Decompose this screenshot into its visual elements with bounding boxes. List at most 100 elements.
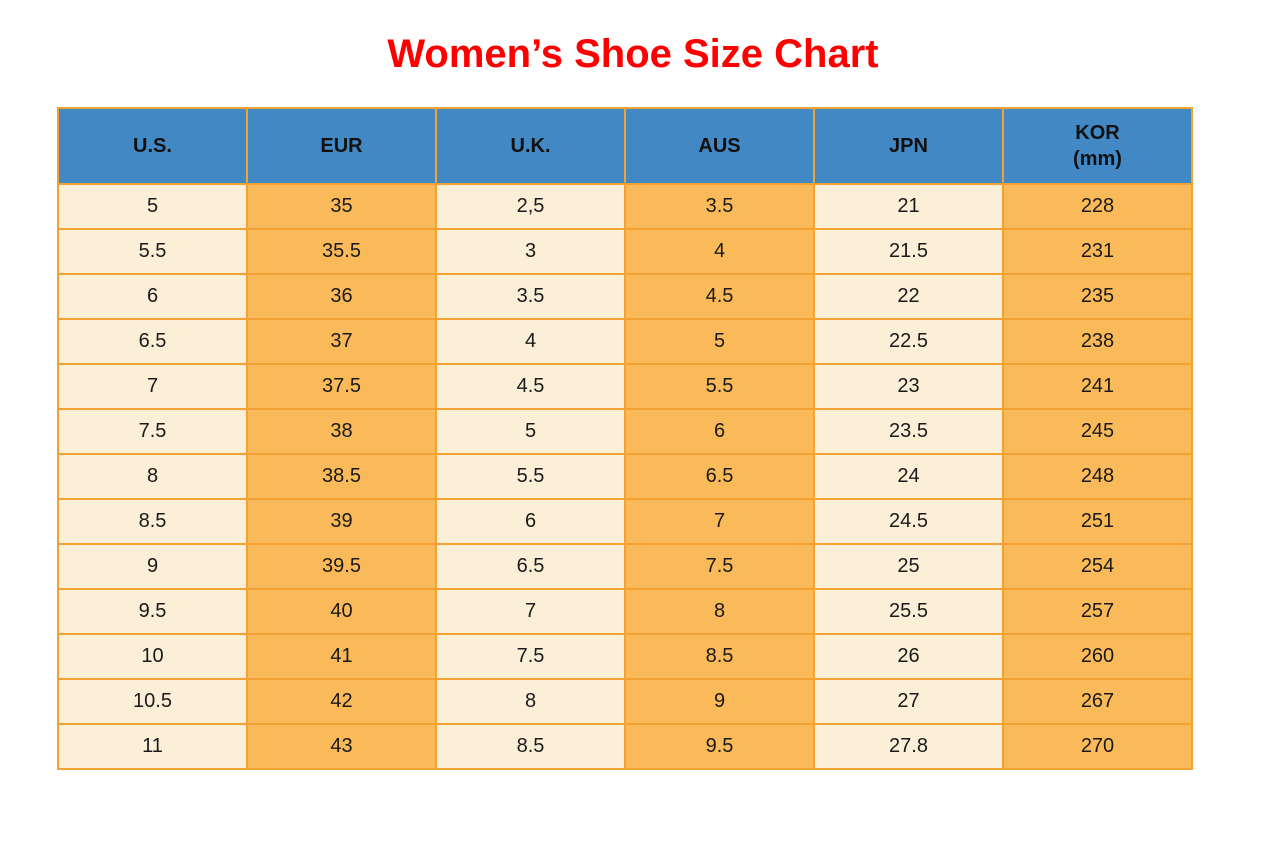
table-cell: 7 (624, 498, 815, 545)
table-cell: 21 (813, 183, 1004, 230)
table-cell: 7.5 (57, 408, 248, 455)
table-cell: 235 (1002, 273, 1193, 320)
table-cell: 37 (246, 318, 437, 365)
table-row: 6 36 3.5 4.5 22 235 (57, 273, 1193, 320)
table-cell: 7.5 (435, 633, 626, 680)
table-header-row: U.S. EUR U.K. AUS JPN KOR (mm) (57, 107, 1193, 185)
table-row: 7.5 38 5 6 23.5 245 (57, 408, 1193, 455)
table-cell: 6.5 (624, 453, 815, 500)
column-header-aus: AUS (624, 107, 815, 185)
table-cell: 3 (435, 228, 626, 275)
table-cell: 37.5 (246, 363, 437, 410)
table-cell: 26 (813, 633, 1004, 680)
table-cell: 11 (57, 723, 248, 770)
table-cell: 4.5 (435, 363, 626, 410)
table-cell: 8 (624, 588, 815, 635)
table-cell: 5.5 (57, 228, 248, 275)
table-cell: 7 (57, 363, 248, 410)
table-cell: 8 (57, 453, 248, 500)
table-cell: 5.5 (624, 363, 815, 410)
table-cell: 245 (1002, 408, 1193, 455)
page-title: Women’s Shoe Size Chart (387, 32, 879, 76)
table-cell: 267 (1002, 678, 1193, 725)
table-row: 5.5 35.5 3 4 21.5 231 (57, 228, 1193, 275)
table-cell: 228 (1002, 183, 1193, 230)
table-cell: 7.5 (624, 543, 815, 590)
table-cell: 35 (246, 183, 437, 230)
table-cell: 3.5 (435, 273, 626, 320)
table-cell: 5 (57, 183, 248, 230)
table-cell: 9 (624, 678, 815, 725)
table-cell: 8.5 (57, 498, 248, 545)
column-header-kor-label: KOR (1075, 122, 1120, 144)
column-header-jpn: JPN (813, 107, 1004, 185)
table-cell: 24.5 (813, 498, 1004, 545)
table-cell: 23.5 (813, 408, 1004, 455)
table-cell: 10 (57, 633, 248, 680)
table-cell: 5 (435, 408, 626, 455)
table-row: 8.5 39 6 7 24.5 251 (57, 498, 1193, 545)
table-cell: 8 (435, 678, 626, 725)
table-cell: 4.5 (624, 273, 815, 320)
table-body: 5 35 2,5 3.5 21 228 5.5 35.5 3 4 21.5 23… (57, 183, 1193, 770)
table-cell: 7 (435, 588, 626, 635)
table-cell: 22.5 (813, 318, 1004, 365)
table-cell: 27 (813, 678, 1004, 725)
table-cell: 238 (1002, 318, 1193, 365)
table-cell: 8.5 (435, 723, 626, 770)
table-row: 8 38.5 5.5 6.5 24 248 (57, 453, 1193, 500)
table-cell: 38.5 (246, 453, 437, 500)
table-cell: 4 (435, 318, 626, 365)
table-cell: 260 (1002, 633, 1193, 680)
table-cell: 254 (1002, 543, 1193, 590)
table-cell: 248 (1002, 453, 1193, 500)
table-cell: 5.5 (435, 453, 626, 500)
table-cell: 23 (813, 363, 1004, 410)
table-cell: 9.5 (57, 588, 248, 635)
table-cell: 270 (1002, 723, 1193, 770)
table-cell: 25 (813, 543, 1004, 590)
table-cell: 5 (624, 318, 815, 365)
table-cell: 38 (246, 408, 437, 455)
column-header-us: U.S. (57, 107, 248, 185)
table-cell: 36 (246, 273, 437, 320)
table-row: 11 43 8.5 9.5 27.8 270 (57, 723, 1193, 770)
table-cell: 3.5 (624, 183, 815, 230)
table-cell: 8.5 (624, 633, 815, 680)
table-cell: 6 (624, 408, 815, 455)
table-cell: 25.5 (813, 588, 1004, 635)
table-cell: 6.5 (57, 318, 248, 365)
table-cell: 231 (1002, 228, 1193, 275)
table-cell: 27.8 (813, 723, 1004, 770)
column-header-kor: KOR (mm) (1002, 107, 1193, 185)
table-row: 10 41 7.5 8.5 26 260 (57, 633, 1193, 680)
table-cell: 241 (1002, 363, 1193, 410)
table-row: 7 37.5 4.5 5.5 23 241 (57, 363, 1193, 410)
table-row: 9.5 40 7 8 25.5 257 (57, 588, 1193, 635)
table-cell: 39 (246, 498, 437, 545)
table-cell: 9.5 (624, 723, 815, 770)
table-row: 9 39.5 6.5 7.5 25 254 (57, 543, 1193, 590)
table-cell: 39.5 (246, 543, 437, 590)
table-cell: 24 (813, 453, 1004, 500)
table-cell: 9 (57, 543, 248, 590)
size-chart-table: U.S. EUR U.K. AUS JPN KOR (mm) 5 35 2,5 … (57, 107, 1193, 770)
table-cell: 43 (246, 723, 437, 770)
column-header-uk: U.K. (435, 107, 626, 185)
table-cell: 257 (1002, 588, 1193, 635)
table-cell: 251 (1002, 498, 1193, 545)
table-cell: 6.5 (435, 543, 626, 590)
table-cell: 2,5 (435, 183, 626, 230)
table-cell: 21.5 (813, 228, 1004, 275)
table-cell: 10.5 (57, 678, 248, 725)
column-header-eur: EUR (246, 107, 437, 185)
table-row: 5 35 2,5 3.5 21 228 (57, 183, 1193, 230)
table-cell: 42 (246, 678, 437, 725)
table-row: 6.5 37 4 5 22.5 238 (57, 318, 1193, 365)
column-header-kor-unit: (mm) (1073, 148, 1122, 170)
table-cell: 22 (813, 273, 1004, 320)
table-cell: 6 (435, 498, 626, 545)
table-cell: 40 (246, 588, 437, 635)
table-cell: 6 (57, 273, 248, 320)
